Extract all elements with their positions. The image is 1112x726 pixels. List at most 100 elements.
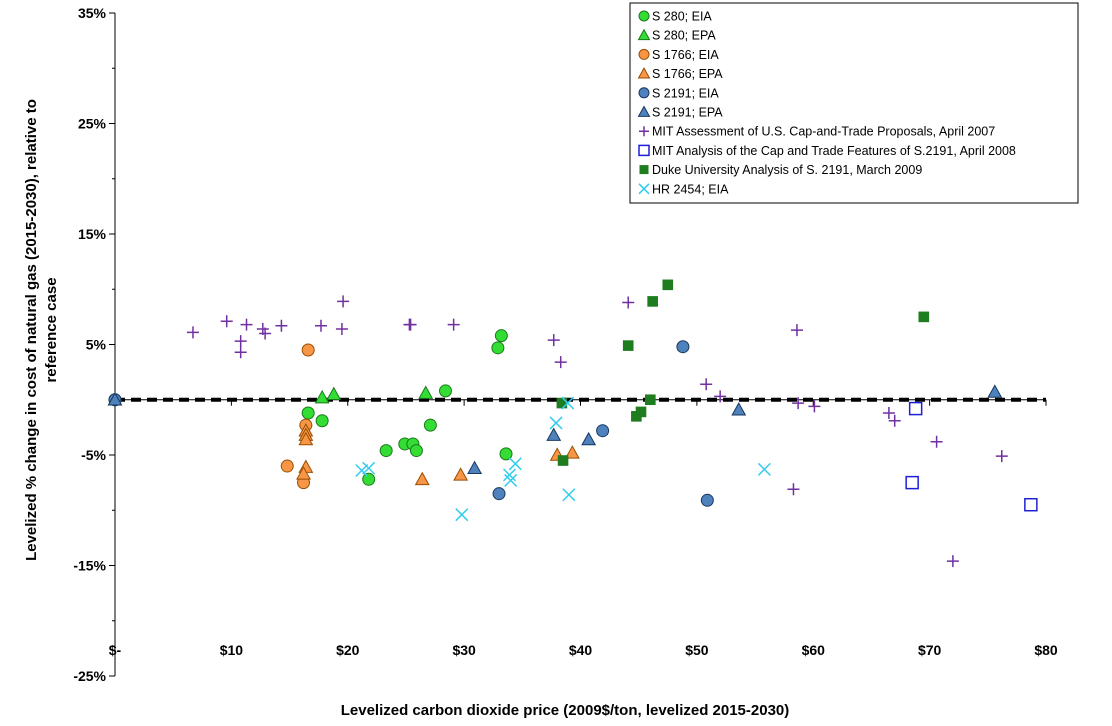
data-point: [882, 407, 895, 420]
legend-item-hr-2454-eia: HR 2454; EIA: [638, 182, 729, 196]
data-point: [561, 396, 575, 410]
legend-label: S 2191; EIA: [652, 86, 719, 100]
data-point: [557, 455, 569, 466]
series-mit-assessment-of-u-s-cap-and-trade-proposals-april-2007: [186, 295, 1008, 568]
data-point: [645, 394, 656, 406]
data-point: [905, 475, 919, 490]
data-point: [554, 356, 567, 369]
data-point: [504, 473, 518, 487]
data-point: [787, 483, 800, 496]
data-point: [499, 447, 513, 461]
data-point: [987, 384, 1003, 398]
data-point: [635, 406, 647, 418]
series-s-280-epa: [314, 385, 434, 404]
data-point: [622, 296, 635, 309]
legend-marker: [637, 105, 651, 117]
data-point: [455, 508, 469, 522]
data-point: [792, 397, 805, 410]
data-point: [494, 329, 508, 343]
data-point: [107, 392, 123, 406]
legend-item-mit-analysis-of-the-cap-and-trade-features-of-s-2191-april-2008: MIT Analysis of the Cap and Trade Featur…: [638, 144, 1016, 158]
data-point: [491, 341, 505, 355]
data-point: [467, 460, 483, 475]
data-point: [275, 319, 288, 332]
legend-marker: [637, 28, 651, 41]
data-point: [930, 435, 943, 448]
x-tick-label: $20: [336, 642, 360, 658]
series-hr-2454-eia: [355, 396, 771, 522]
data-point: [908, 401, 923, 416]
data-point: [240, 318, 253, 331]
tick-labels: 35% 25% 15% 5% -5% -15% -25%$- $10 $20 $30 $40 $50 $…: [73, 5, 1058, 684]
x-axis-title: Levelized carbon dioxide price (2009$/to…: [341, 702, 790, 719]
legend-box: [629, 2, 1079, 204]
legend-label: MIT Analysis of the Cap and Trade Featur…: [652, 144, 1016, 158]
y-tick-label: -15%: [73, 558, 106, 574]
series-s-2191-eia: [108, 340, 714, 507]
x-tick-label: $50: [685, 642, 709, 658]
data-point: [581, 431, 597, 446]
legend-item-s-1766-eia: S 1766; EIA: [638, 48, 719, 62]
y-tick-label: -25%: [73, 668, 106, 684]
legend-label: HR 2454; EIA: [652, 182, 729, 196]
data-points: [107, 279, 1038, 568]
y-axis-title-line-1: Levelized % change in cost of natural ga…: [23, 99, 40, 561]
series-s-2191-epa: [107, 384, 1003, 475]
data-point: [549, 416, 563, 430]
legend-item-s-1766-epa: S 1766; EPA: [637, 67, 723, 81]
data-point: [995, 450, 1008, 463]
legend-item-s-280-eia: S 280; EIA: [638, 10, 712, 24]
x-tick-label: $10: [220, 642, 244, 658]
legend-marker: [638, 87, 650, 99]
data-point: [326, 386, 342, 401]
data-point: [296, 466, 311, 480]
data-point: [502, 468, 517, 482]
data-point: [700, 378, 713, 391]
legend-label: S 280; EPA: [652, 29, 716, 43]
x-tick-label: $80: [1034, 642, 1058, 658]
data-point: [622, 340, 634, 351]
legend-marker: [639, 165, 649, 175]
y-tick-label: 5%: [86, 337, 107, 353]
data-point: [808, 400, 821, 413]
data-point: [301, 343, 315, 357]
data-point: [298, 431, 314, 446]
data-point: [301, 406, 315, 420]
legend-marker: [638, 10, 650, 22]
data-point: [731, 402, 747, 416]
data-point: [315, 414, 329, 428]
y-tick-label: 15%: [78, 226, 107, 242]
x-tick-label: $-: [109, 642, 122, 658]
data-point: [379, 444, 393, 458]
series-s-1766-eia: [280, 343, 315, 490]
data-point: [453, 467, 469, 481]
data-point: [562, 488, 576, 502]
legend-label: S 1766; EPA: [652, 67, 723, 81]
legend-item-s-2191-epa: S 2191; EPA: [637, 105, 723, 120]
data-point: [314, 319, 327, 332]
data-point: [547, 334, 560, 347]
legend-marker: [639, 126, 649, 137]
data-point: [220, 315, 233, 328]
data-point: [414, 471, 430, 486]
data-point: [700, 493, 714, 507]
legend-item-mit-assessment-of-u-s-cap-and-trade-proposals-april-2007: MIT Assessment of U.S. Cap-and-Trade Pro…: [639, 125, 995, 139]
y-axis-title-line-2: reference case: [43, 277, 60, 382]
data-point: [888, 414, 901, 427]
data-point: [546, 427, 562, 441]
data-point: [714, 390, 727, 403]
data-point: [335, 323, 348, 336]
legend-item-s-2191-eia: S 2191; EIA: [638, 86, 719, 100]
data-point: [439, 384, 453, 398]
data-point: [447, 318, 460, 331]
data-point: [280, 459, 294, 473]
data-point: [314, 389, 330, 404]
x-tick-label: $40: [569, 642, 593, 658]
data-point: [918, 311, 930, 323]
series-s-280-eia: [108, 329, 513, 486]
data-point: [564, 445, 580, 459]
data-point: [362, 461, 376, 475]
data-point: [355, 463, 369, 478]
data-point: [337, 295, 350, 308]
